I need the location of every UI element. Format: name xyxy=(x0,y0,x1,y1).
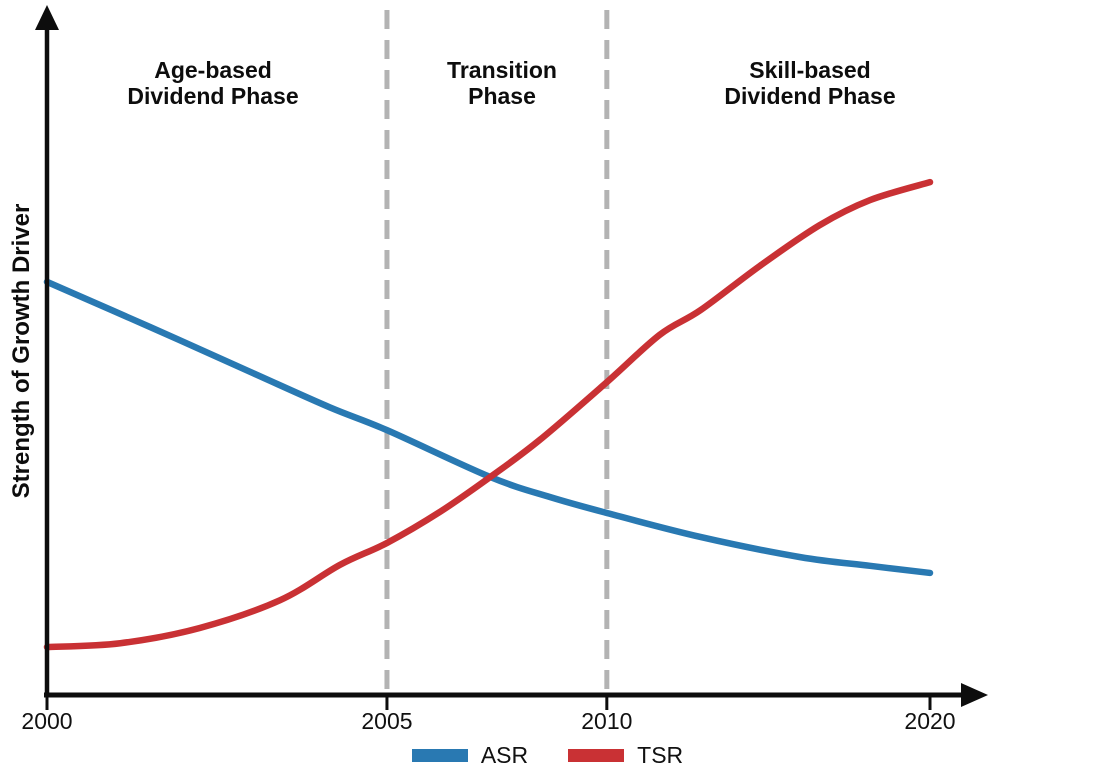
asr-curve xyxy=(43,278,934,577)
legend: ASR TSR xyxy=(0,743,1095,767)
x-tick-label: 2010 xyxy=(581,708,632,734)
phase-label-line: Skill-based xyxy=(749,57,871,83)
phase-label-line: Dividend Phase xyxy=(127,83,299,109)
phase-label-transition: Transition Phase xyxy=(447,57,557,109)
x-axis-arrowhead xyxy=(961,683,988,707)
asr-legend-swatch xyxy=(411,748,468,762)
y-axis-label: Strength of Growth Driver xyxy=(8,203,35,499)
asr-legend-label: ASR xyxy=(480,742,529,768)
legend-item-tsr: TSR xyxy=(568,743,683,767)
y-axis-arrowhead xyxy=(35,5,59,30)
tsr-legend-label: TSR xyxy=(637,742,684,768)
legend-item-asr: ASR xyxy=(411,742,529,768)
x-tick-label: 2005 xyxy=(361,708,412,734)
phase-label-line: Transition xyxy=(447,57,557,83)
tsr-legend-swatch xyxy=(568,748,625,762)
phase-label-line: Phase xyxy=(468,83,536,109)
phase-label-line: Dividend Phase xyxy=(724,83,896,109)
tsr-curve xyxy=(43,178,934,651)
x-tick-label: 2020 xyxy=(904,708,955,734)
phase-label-skill-based: Skill-based Dividend Phase xyxy=(724,57,895,109)
x-tick-label: 2000 xyxy=(21,708,72,734)
phase-label-line: Age-based xyxy=(154,57,272,83)
phase-label-age-based: Age-based Dividend Phase xyxy=(127,57,298,109)
